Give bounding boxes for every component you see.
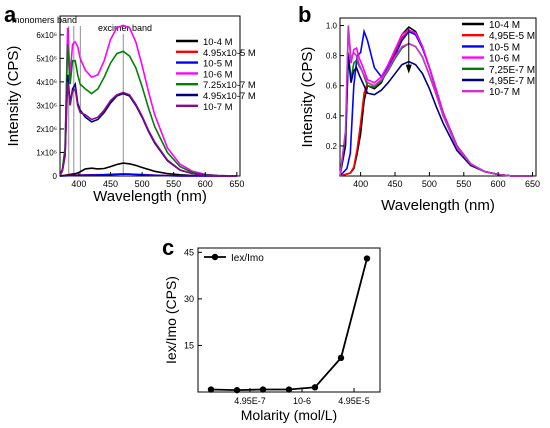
legend-marker: [211, 253, 219, 261]
x-tick-label: 4.95E-5: [338, 396, 370, 406]
y-tick-label: 6x10⁶: [36, 31, 57, 40]
y-tick-label: 2x10⁶: [36, 125, 57, 134]
y-tick-label: 15: [184, 340, 194, 350]
monomers-band-annotation: monomers band: [12, 15, 77, 25]
series-line-10-7-m: [339, 25, 533, 177]
legend-label-10-4-m: 10-4 M: [203, 37, 233, 48]
data-point-10-5: [311, 384, 319, 391]
x-tick-label: 500: [135, 179, 150, 189]
panel-b-ylabel: Intensity (CPS): [299, 47, 316, 148]
panel-c-label: c: [162, 235, 174, 260]
legend-label-10-4-m: 10-4 M: [489, 20, 520, 31]
panel-c-legend: Iex/Imo: [204, 253, 264, 264]
y-tick-label: 0.2: [326, 142, 338, 151]
series-line-4-95e-7-m: [339, 55, 533, 177]
panel-c-frame: [197, 247, 381, 393]
legend-label-7-25x10-7-m: 7.25x10-7 M: [203, 80, 256, 91]
x-tick-label: 550: [456, 179, 471, 189]
y-tick-label: 1.0: [326, 22, 338, 31]
x-tick-label: 500: [422, 179, 437, 189]
y-tick-label: 0.4: [326, 112, 338, 121]
panel-c-xticks: 4.95E-7 10-6 4.95E-5: [234, 388, 370, 406]
legend-label-10-5-m: 10-5 M: [203, 59, 233, 70]
panel-b-trend-arrow: [405, 28, 412, 74]
data-point-4-95e-5: [337, 354, 345, 362]
x-tick-label: 650: [229, 179, 244, 189]
panel-b-yticks: 0.2 0.4 0.6 0.8 1.0: [326, 22, 344, 151]
series-line-10-5-m: [59, 173, 237, 177]
panel-b-xticks: 400 450 500 550 600 650: [353, 172, 540, 189]
series-line-10-7-m: [59, 81, 237, 177]
x-tick-label: 600: [198, 179, 213, 189]
panel-a-ylabel: Intensity (CPS): [5, 46, 22, 147]
y-tick-label: 45: [184, 247, 194, 257]
y-tick-label: 3x10⁶: [36, 101, 57, 110]
data-point-10-4: [363, 255, 371, 262]
x-tick-label: 400: [353, 179, 368, 189]
decrease-arrow-head: [405, 64, 412, 74]
series-line-iex-imo: [210, 258, 368, 392]
legend-label-4-95e-7-m: 4,95E-7 M: [489, 76, 535, 87]
excimer-band-annotation: excimer band: [98, 23, 152, 33]
panel-b: b 400 450 500 550 600 650 0.2 0.4 0.6 0.8 1.0 Wav…: [298, 2, 540, 214]
panel-b-frame: [339, 17, 537, 177]
panel-a-yticks: 0 1x10⁶ 2x10⁶ 3x10⁶ 4x10⁶ 5x10⁶ 6x10⁶: [36, 31, 64, 181]
data-point-10-6: [285, 386, 293, 393]
panel-a-legend: 10-4 M4.95x10-5 M10-5 M10-6 M7.25x10-7 M…: [176, 37, 256, 113]
panel-c-xlabel: Molarity (mol/L): [241, 407, 337, 423]
legend-label-iex-imo: Iex/Imo: [231, 253, 264, 264]
series-line-10-6-m: [59, 24, 237, 177]
legend-label-4-95x10-5-m: 4.95x10-5 M: [203, 48, 256, 59]
legend-label-10-6-m: 10-6 M: [489, 54, 520, 65]
y-tick-label: 5x10⁶: [36, 54, 57, 63]
panel-a-series: [59, 24, 237, 177]
panel-b-xlabel: Wavelength (nm): [381, 197, 495, 214]
legend-label-4-95e-5-m: 4,95E-5 M: [489, 31, 535, 42]
x-tick-label: 550: [166, 179, 181, 189]
x-tick-label: 600: [491, 179, 506, 189]
y-tick-label: 30: [184, 294, 194, 304]
panel-a: a monomers band excimer band 400 450 500 55…: [4, 2, 256, 205]
legend-label-10-7-m: 10-7 M: [203, 102, 233, 113]
panel-a-label: a: [4, 2, 17, 27]
data-point-7-25e-7: [259, 386, 267, 393]
data-point-10-7: [207, 386, 215, 393]
x-tick-label: 450: [103, 179, 118, 189]
legend-label-10-5-m: 10-5 M: [489, 42, 520, 53]
x-tick-label: 650: [525, 179, 540, 189]
panel-c: c Iex/Imo 4.95E-7 10-6 4.95E-5 15 30 45 Mola…: [162, 235, 381, 423]
panel-c-series: [207, 255, 371, 394]
panel-c-ylabel: Iex/Imo (CPS): [163, 276, 179, 364]
x-tick-label: 4.95E-7: [234, 396, 266, 406]
y-tick-label: 0: [53, 172, 58, 181]
legend-label-10-7-m: 10-7 M: [489, 87, 520, 98]
panel-a-frame: [59, 15, 241, 177]
legend-label-4-95x10-7-m: 4.95x10-7 M: [203, 91, 256, 102]
series-line-7-25x10-7-m: [59, 44, 237, 177]
series-line-10-4-m: [59, 162, 237, 177]
x-tick-label: 400: [71, 179, 86, 189]
x-tick-label: 10-6: [293, 396, 311, 406]
panel-a-annotations: monomers band excimer band: [12, 15, 152, 33]
y-tick-label: 4x10⁶: [36, 78, 57, 87]
data-point-4-95e-7: [233, 386, 241, 394]
panel-a-xticks: 400 450 500 550 600 650: [71, 172, 244, 189]
panel-b-label: b: [298, 2, 311, 27]
panel-b-legend: 10-4 M4,95E-5 M10-5 M10-6 M7,25E-7 M4,95…: [462, 20, 535, 98]
legend-label-7-25e-7-m: 7,25E-7 M: [489, 65, 535, 76]
y-tick-label: 1x10⁶: [36, 148, 57, 157]
y-tick-label: 0.6: [326, 82, 338, 91]
legend-label-10-6-m: 10-6 M: [203, 69, 233, 80]
panel-c-yticks: 15 30 45: [184, 247, 202, 350]
y-tick-label: 0.8: [326, 52, 338, 61]
panel-a-xlabel: Wavelength (nm): [93, 188, 207, 205]
x-tick-label: 450: [388, 179, 403, 189]
panel-b-series: [339, 25, 533, 177]
